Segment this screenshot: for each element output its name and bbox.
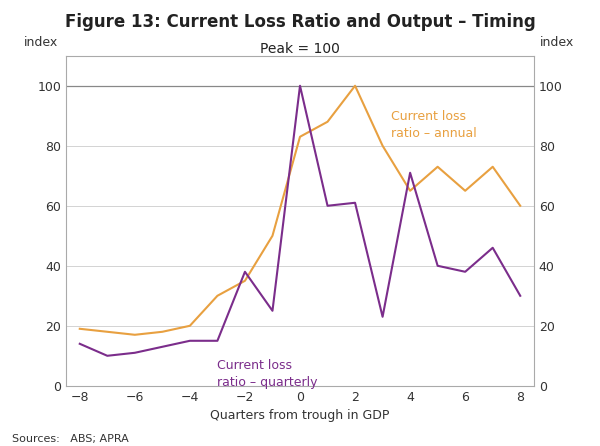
Text: Peak = 100: Peak = 100 (260, 42, 340, 56)
Text: index: index (24, 36, 58, 49)
Text: Current loss
ratio – quarterly: Current loss ratio – quarterly (217, 359, 318, 389)
Text: Sources:   ABS; APRA: Sources: ABS; APRA (12, 434, 129, 444)
Text: Figure 13: Current Loss Ratio and Output – Timing: Figure 13: Current Loss Ratio and Output… (65, 13, 535, 31)
Text: Current loss
ratio – annual: Current loss ratio – annual (391, 110, 476, 140)
Text: index: index (539, 36, 574, 49)
X-axis label: Quarters from trough in GDP: Quarters from trough in GDP (211, 409, 389, 422)
